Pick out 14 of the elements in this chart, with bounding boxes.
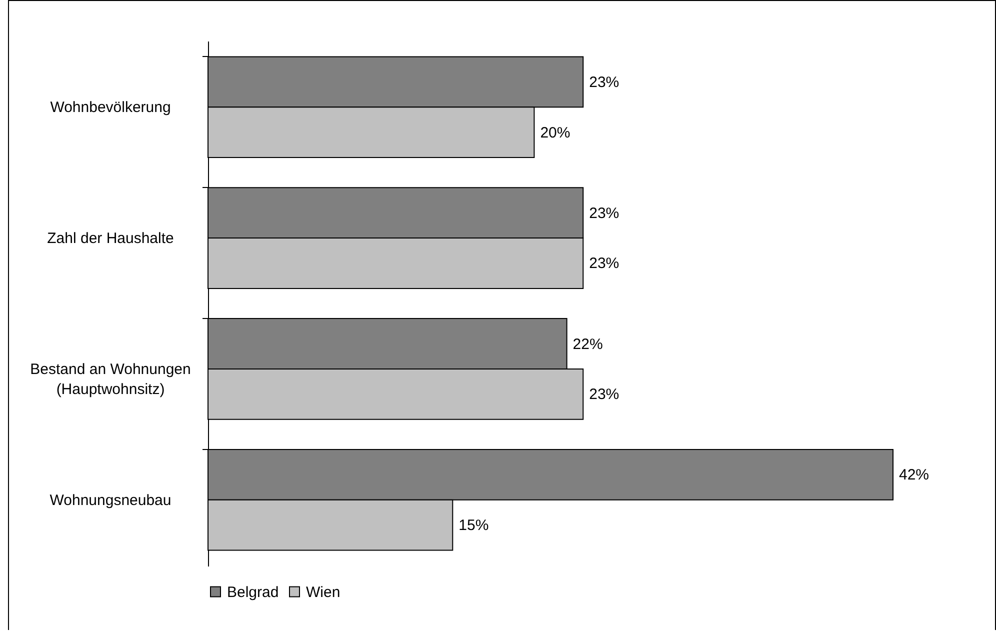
legend-label: Belgrad (227, 584, 279, 601)
legend-label: Wien (306, 584, 340, 601)
y-tick-label: Bestand an Wohnungen (Hauptwohnsitz) (30, 360, 191, 398)
data-label: 15% (458, 517, 489, 534)
data-label: 23% (589, 204, 620, 222)
y-tick-label: Zahl der Haushalte (47, 230, 174, 248)
data-label: 22% (572, 336, 603, 353)
data-label: 23% (589, 255, 620, 272)
y-tick-label: Wohnbevölkerung (50, 99, 171, 116)
y-tick-label: Wohnungsneubau (50, 492, 172, 509)
data-label: 20% (540, 124, 570, 142)
data-label: 23% (589, 74, 620, 91)
data-label: 23% (589, 386, 620, 404)
data-label: 42% (899, 466, 930, 484)
